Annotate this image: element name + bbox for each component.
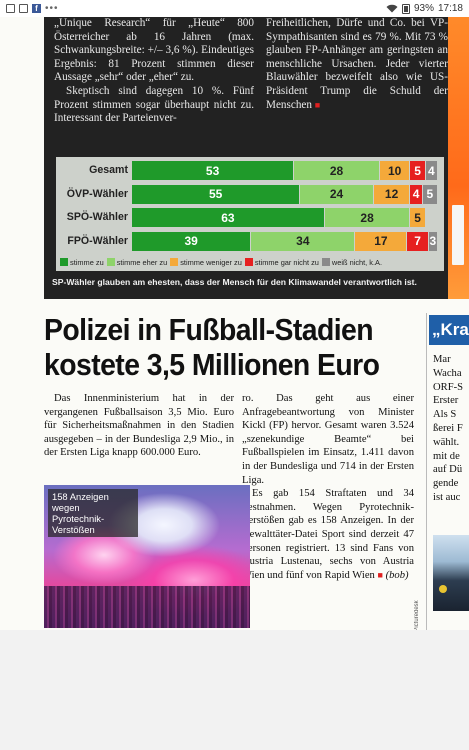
- article-col1: Das Innenministerium hat in der vergange…: [44, 392, 234, 460]
- legend-swatch: [321, 258, 330, 266]
- neighbour-text-line: wählt.: [433, 436, 460, 448]
- article-paragraph-1: Das Innenministerium hat in der vergange…: [44, 393, 234, 459]
- chart-bar-segment: 39: [132, 231, 251, 251]
- chart-bar-segment: 28: [324, 208, 410, 227]
- chart-row-label: Gesamt: [89, 164, 128, 176]
- chart-row-label: ÖVP-Wähler: [66, 187, 128, 200]
- survey-paragraph-1: „Unique Research“ für „Heute“ 800 Österr…: [54, 17, 254, 84]
- chart-bar-segment: 12: [373, 184, 410, 204]
- chart-bar-segment: 5: [422, 184, 437, 204]
- neighbour-text-line: ßerei F: [433, 422, 463, 434]
- legend-item: stimme gar nicht zu: [244, 257, 319, 267]
- legend-swatch: [170, 258, 179, 266]
- status-bar-system: 93% 17:18: [386, 3, 463, 14]
- end-mark-icon: ■: [377, 569, 383, 580]
- clock: 17:18: [437, 3, 463, 14]
- legend-label: stimme zu: [70, 257, 104, 267]
- legend-swatch: [60, 258, 68, 266]
- article-headline: Polizei in Fußball-Stadien kostete 3,5 M…: [44, 313, 380, 382]
- chart-bar-segment: 7: [407, 231, 428, 251]
- battery-icon: [401, 3, 410, 14]
- survey-text-col2: Freiheitlichen, Dürfe und Co. bei VP-Sym…: [266, 17, 448, 112]
- chart-bar-segment: 17: [355, 231, 407, 251]
- end-mark-icon: ■: [314, 99, 321, 110]
- scroll-handle[interactable]: [452, 205, 464, 265]
- chart-bar-segment: 55: [132, 184, 300, 204]
- neighbour-text-line: mit de: [433, 450, 460, 462]
- chart-bar-segment: 53: [132, 161, 294, 180]
- chart-bar-segment: 34: [251, 231, 355, 251]
- chart-bar-segment: 5: [410, 208, 425, 227]
- battery-level: 93%: [413, 3, 434, 14]
- article-col2: ro. Das geht aus einer Anfragebeantwortu…: [242, 392, 414, 582]
- legend-label: stimme eher zu: [116, 257, 168, 267]
- status-bar-notifications: f •••: [6, 3, 59, 14]
- reader-background: [0, 630, 469, 750]
- neighbour-text-line: auf Dü: [433, 464, 463, 476]
- survey-bar-chart: Gesamt 53 28 10 5 4 ÖVP-Wähler 55 24 12 4 5 SPÖ-Wähl…: [56, 157, 444, 271]
- photo-credit: Foto: Picturedesk: [414, 600, 420, 630]
- legend-item: stimme eher zu: [106, 257, 168, 267]
- legend-item: weiß nicht, k.A.: [321, 257, 383, 267]
- chart-bar-segment: 4: [425, 161, 437, 180]
- chart-bar-segment: 24: [300, 184, 373, 204]
- chart-legend: stimme zu stimme eher zu stimme weniger zu…: [60, 255, 444, 269]
- chart-bar-segment: 5: [410, 161, 425, 180]
- neighbour-text-line: gende: [433, 478, 459, 490]
- chart-bar-segment: 28: [294, 161, 379, 180]
- chart-bar-segment: 10: [379, 161, 410, 180]
- neighbour-text-line: Wacha: [433, 367, 462, 379]
- legend-label: stimme weniger zu: [180, 257, 242, 267]
- crowd-silhouette: [44, 586, 250, 628]
- pyrotechnics-photo[interactable]: 158 Anzeigen wegen Pyrotechnik-Verstößen: [44, 485, 250, 628]
- neighbour-text-line: ist auc: [433, 491, 461, 503]
- chart-row-label: FPÖ-Wähler: [67, 234, 128, 247]
- facebook-icon: f: [32, 4, 41, 13]
- survey-paragraph-3: Freiheitlichen, Dürfe und Co. bei VP-Sym…: [266, 17, 448, 111]
- neighbour-text-line: ORF-S: [433, 381, 464, 393]
- neighbour-text-line: Erster: [433, 395, 459, 407]
- survey-paragraph-2: Skeptisch sind dagegen 10 %. Fünf Prozen…: [54, 84, 254, 125]
- legend-label: stimme gar nicht zu: [254, 257, 319, 267]
- photo-tag: 158 Anzeigen wegen Pyrotechnik-Verstößen: [48, 489, 138, 537]
- climate-survey-panel: „Unique Research“ für „Heute“ 800 Österr…: [44, 17, 454, 299]
- byline: (bob): [385, 569, 409, 581]
- status-bar: f ••• 93% 17:18: [0, 0, 469, 17]
- image-icon: [19, 4, 28, 13]
- chart-bar-segment: 3: [428, 231, 437, 251]
- legend-item: stimme weniger zu: [170, 258, 242, 267]
- wifi-icon: [386, 4, 398, 13]
- neighbour-headline: „Kra: [429, 315, 469, 345]
- legend-label: weiß nicht, k.A.: [331, 257, 383, 267]
- chart-bar-segment: 63: [132, 208, 324, 227]
- chart-caption: SP-Wähler glauben am ehesten, dass der M…: [52, 277, 417, 287]
- legend-item: stimme zu: [60, 258, 104, 267]
- neighbour-text-line: Als S: [433, 409, 457, 421]
- legend-swatch: [106, 258, 115, 266]
- chart-row-label: SPÖ-Wähler: [66, 211, 128, 223]
- neighbour-text-line: Mar: [433, 354, 451, 365]
- article-paragraph-3: Es gab 154 Straftaten und 34 Festnahmen.…: [242, 488, 414, 581]
- neighbour-photo: [433, 535, 469, 611]
- image-icon: [6, 4, 15, 13]
- newspaper-page[interactable]: „Unique Research“ für „Heute“ 800 Österr…: [0, 17, 469, 630]
- survey-text-col1: „Unique Research“ für „Heute“ 800 Österr…: [54, 17, 254, 126]
- more-dots: •••: [45, 3, 59, 14]
- legend-swatch: [244, 258, 253, 266]
- chart-bar-segment: 4: [410, 184, 422, 204]
- article-paragraph-2: ro. Das geht aus einer Anfragebeantwortu…: [242, 393, 414, 486]
